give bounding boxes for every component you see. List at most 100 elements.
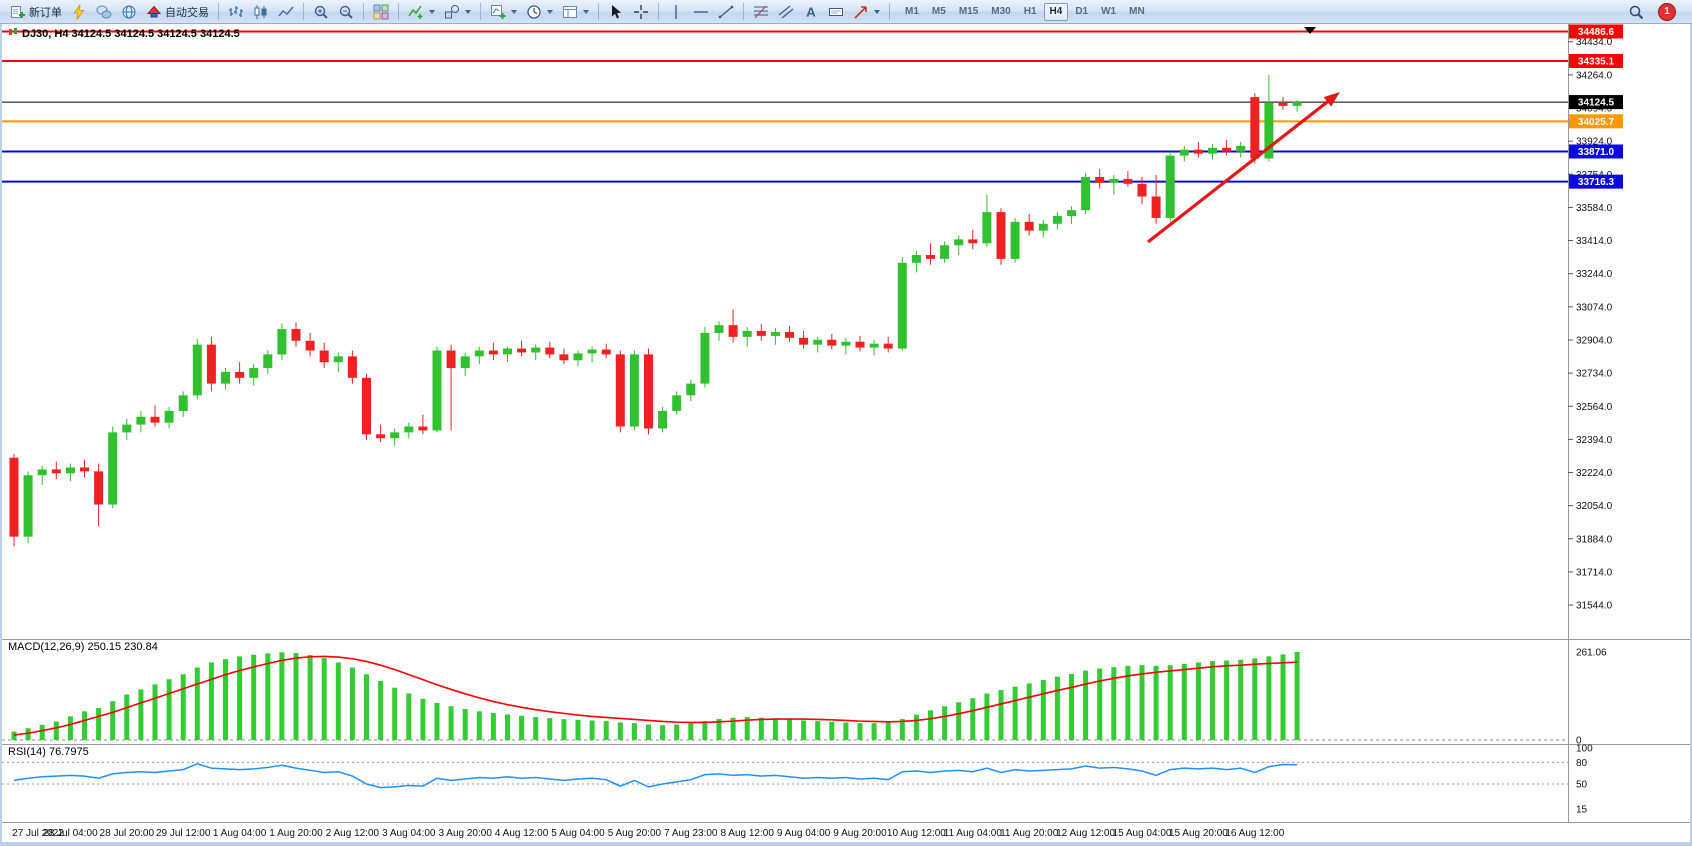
zoom-in-button[interactable] <box>309 2 333 22</box>
rsi-axis-label: 100 <box>1576 744 1593 755</box>
tile-windows-button[interactable] <box>369 2 393 22</box>
search-button[interactable] <box>1624 2 1648 22</box>
toolbar-separator <box>598 3 599 20</box>
rsi-indicator-label: RSI(14) 76.7975 <box>8 746 89 758</box>
macd-histogram-bar <box>462 708 468 740</box>
indicators-button[interactable] <box>404 2 439 22</box>
candle-body <box>700 332 710 384</box>
macd-histogram-bar <box>53 721 59 740</box>
timeframe-W1[interactable]: W1 <box>1095 3 1122 21</box>
label-tool-button[interactable] <box>824 2 848 22</box>
macd-histogram-bar <box>1252 658 1258 740</box>
candle-body <box>108 432 118 505</box>
channel-button[interactable] <box>774 2 798 22</box>
toolbar-separator <box>480 3 481 20</box>
lightning-icon <box>71 3 87 20</box>
macd-signal-line <box>13 655 1298 736</box>
macd-histogram-bar <box>1083 670 1089 740</box>
candle-body <box>855 341 865 348</box>
macd-histogram-bar <box>1012 686 1018 740</box>
price-tick-label: 32224.0 <box>1576 468 1613 479</box>
timeframe-H4[interactable]: H4 <box>1043 2 1069 21</box>
lightning-button[interactable] <box>67 2 91 22</box>
new-order-button[interactable]: 新订单 <box>6 2 66 22</box>
horizontal-line-button[interactable] <box>689 2 713 22</box>
algo-trading-button[interactable]: 自动交易 <box>142 2 213 22</box>
timeframe-M1[interactable]: M1 <box>899 3 925 21</box>
candles-mode-button[interactable] <box>249 2 273 22</box>
candle-body <box>474 350 484 357</box>
time-axis-label: 3 Aug 20:00 <box>439 828 493 839</box>
zoom-out-button[interactable] <box>334 2 358 22</box>
trend-arrow-line[interactable] <box>1147 100 1329 244</box>
macd-histogram-bar <box>758 717 764 740</box>
candle-body <box>827 339 837 346</box>
vertical-line-button[interactable] <box>664 2 688 22</box>
time-axis-label: 15 Aug 20:00 <box>1169 828 1228 839</box>
chat-button[interactable] <box>92 2 116 22</box>
macd-histogram-bar <box>392 687 398 740</box>
macd-histogram-bar <box>533 717 539 740</box>
timeframe-D1[interactable]: D1 <box>1069 3 1094 21</box>
time-axis-label: 7 Aug 23:00 <box>664 828 718 839</box>
macd-histogram-bar <box>1153 665 1159 740</box>
bar-chart-icon <box>228 4 244 20</box>
candle-body <box>178 395 188 411</box>
toolbar-right-group: 1 <box>1624 2 1676 22</box>
scroll-to-end-marker[interactable] <box>1304 27 1316 34</box>
macd-axis-label: 0 <box>1576 736 1582 747</box>
candle-body <box>954 239 964 246</box>
bars-mode-button[interactable] <box>224 2 248 22</box>
text-icon: A <box>803 4 819 20</box>
candle-body <box>1278 102 1288 106</box>
macd-histogram-bar <box>716 719 722 740</box>
chart-canvas[interactable]: 34434.034264.034094.033924.033754.033584… <box>0 24 1692 846</box>
candle-body <box>263 354 273 369</box>
macd-histogram-bar <box>815 721 821 740</box>
text-tool-button[interactable]: A <box>799 2 823 22</box>
candle-body <box>968 239 978 244</box>
crosshair-button[interactable] <box>629 2 653 22</box>
rsi-axis-label: 80 <box>1576 758 1588 769</box>
macd-histogram-bar <box>490 713 496 740</box>
line-mode-button[interactable] <box>274 2 298 22</box>
candle-body <box>1151 196 1161 218</box>
objects-icon <box>444 4 460 20</box>
arrows-tool-button[interactable] <box>849 2 884 22</box>
candle-body <box>658 410 668 429</box>
candle-body <box>644 354 653 429</box>
add-chart-icon <box>490 4 506 20</box>
timeframe-M5[interactable]: M5 <box>926 3 952 21</box>
notification-badge[interactable]: 1 <box>1658 2 1676 21</box>
macd-histogram-bar <box>82 711 87 740</box>
templates-button[interactable] <box>558 2 593 22</box>
macd-histogram-bar <box>138 689 144 740</box>
fibonacci-button[interactable] <box>749 2 773 22</box>
macd-histogram-bar <box>166 679 172 740</box>
toolbar-separator <box>303 3 304 20</box>
vertical-line-icon <box>668 4 684 20</box>
price-tick-label: 32054.0 <box>1576 501 1613 512</box>
community-button[interactable] <box>117 2 141 22</box>
candle-body <box>1095 177 1105 183</box>
price-tag-label: 34025.7 <box>1578 117 1615 128</box>
timeframe-M30[interactable]: M30 <box>985 3 1016 21</box>
timeframe-M15[interactable]: M15 <box>953 3 984 21</box>
candle-body <box>601 349 611 355</box>
time-axis-label: 2 Aug 12:00 <box>326 828 380 839</box>
dropdown-caret-icon <box>429 9 435 14</box>
toolbar-separator <box>658 3 659 20</box>
timeframe-MN[interactable]: MN <box>1123 3 1151 21</box>
candle-body <box>347 356 357 378</box>
timeframe-H1[interactable]: H1 <box>1018 3 1043 21</box>
objects-button[interactable] <box>440 2 475 22</box>
period-button[interactable] <box>522 2 557 22</box>
macd-histogram-bar <box>1125 665 1131 740</box>
cursor-button[interactable] <box>604 2 628 22</box>
price-tag-33871.0 <box>1569 144 1623 159</box>
add-chart-button[interactable] <box>486 2 521 22</box>
candle-body <box>728 325 738 337</box>
macd-histogram-bar <box>307 655 313 740</box>
trendline-button[interactable] <box>714 2 738 22</box>
macd-histogram-bar <box>448 706 454 740</box>
